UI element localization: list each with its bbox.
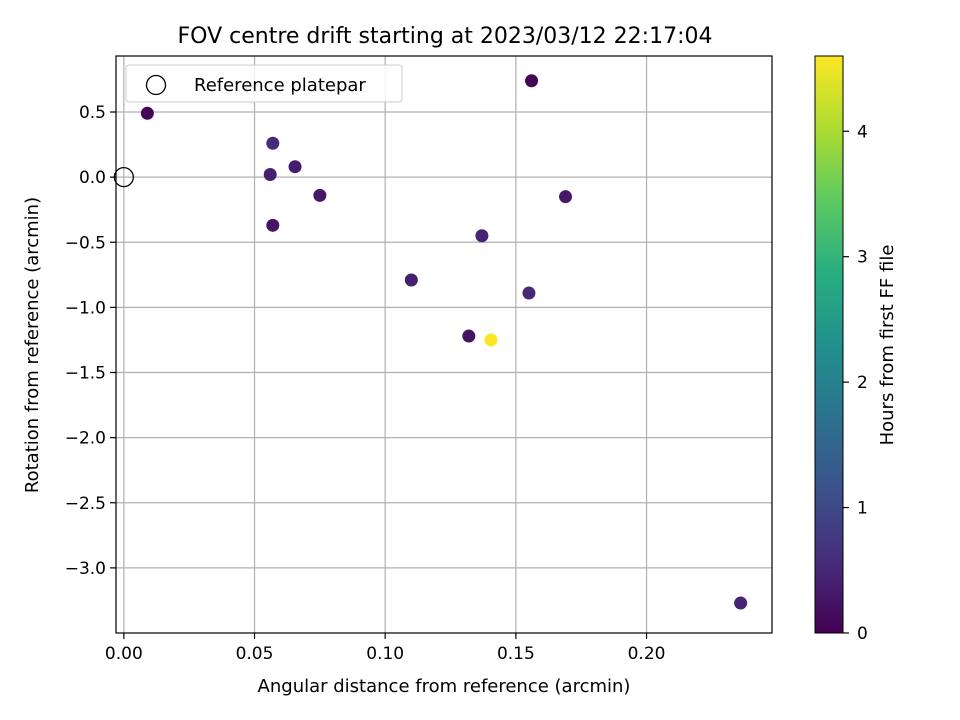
data-point xyxy=(266,136,280,150)
data-point xyxy=(263,168,277,182)
data-point xyxy=(559,190,573,204)
y-tick-label: −0.5 xyxy=(65,233,106,253)
data-point xyxy=(266,218,280,232)
colorbar-tick-label: 0 xyxy=(857,624,868,644)
colorbar-ticks: 0 1 2 3 4 xyxy=(843,122,868,644)
data-point xyxy=(140,106,154,120)
colorbar-tick-label: 3 xyxy=(857,248,868,268)
data-point xyxy=(484,333,498,347)
plot-frame xyxy=(115,55,773,634)
data-point xyxy=(313,188,327,202)
y-tick-label: −3.0 xyxy=(65,559,106,579)
legend-marker-icon xyxy=(145,74,167,96)
data-point xyxy=(462,329,476,343)
y-tick-label: −2.0 xyxy=(65,429,106,449)
y-tick-label: 0.5 xyxy=(79,103,106,123)
chart-title: FOV centre drift starting at 2023/03/12 … xyxy=(178,24,713,49)
x-tick-label: 0.00 xyxy=(105,644,143,664)
colorbar-tick-label: 4 xyxy=(857,122,868,142)
data-point xyxy=(525,74,539,88)
y-axis-label: Rotation from reference (arcmin) xyxy=(22,197,43,493)
x-axis-label: Angular distance from reference (arcmin) xyxy=(258,676,631,697)
y-tick-label: 0.0 xyxy=(79,168,106,188)
y-tick-label: −1.5 xyxy=(65,364,106,384)
colorbar-tick-label: 1 xyxy=(857,499,868,519)
grid-lines xyxy=(116,56,772,633)
data-points xyxy=(140,74,748,610)
y-tick-label: −2.5 xyxy=(65,494,106,514)
x-tick-label: 0.15 xyxy=(497,644,535,664)
data-point xyxy=(734,596,748,610)
y-tick-label: −1.0 xyxy=(65,298,106,318)
data-point xyxy=(404,273,418,287)
x-tick-label: 0.05 xyxy=(236,644,274,664)
legend-entry-reference: Reference platepar xyxy=(194,75,366,96)
data-point xyxy=(288,160,302,174)
colorbar-gradient xyxy=(814,55,844,634)
data-point xyxy=(475,229,489,243)
legend-box xyxy=(125,64,403,103)
x-axis-ticks: 0.00 0.05 0.10 0.15 0.20 xyxy=(105,633,666,664)
data-point xyxy=(522,286,536,300)
colorbar-label: Hours from first FF file xyxy=(877,245,898,446)
colorbar: 0 1 2 3 4 Hours from first FF file xyxy=(814,55,898,644)
x-tick-label: 0.10 xyxy=(366,644,404,664)
y-axis-ticks: 0.5 0.0 −0.5 −1.0 −1.5 −2.0 −2.5 −3.0 xyxy=(65,103,116,579)
legend: Reference platepar xyxy=(125,64,403,103)
colorbar-tick-label: 2 xyxy=(857,373,868,393)
x-tick-label: 0.20 xyxy=(628,644,666,664)
